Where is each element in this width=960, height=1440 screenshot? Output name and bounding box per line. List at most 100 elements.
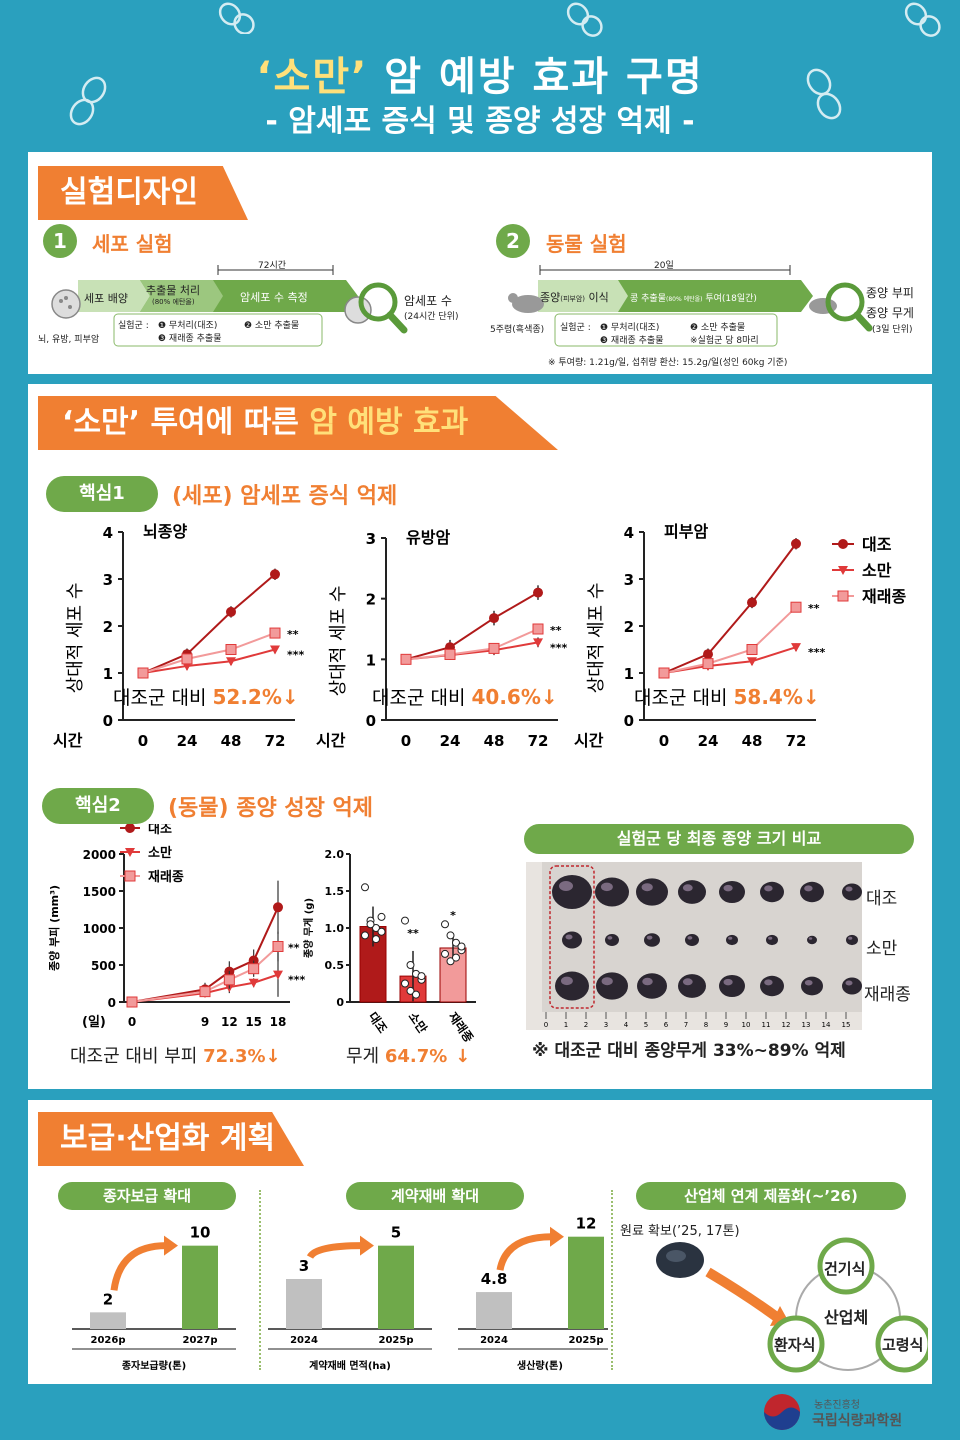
x-tick-label: 15 [245, 1015, 262, 1029]
x-tick-label: 2026p [91, 1335, 126, 1346]
ruler-label: 11 [762, 1021, 771, 1029]
reduction-label: 대조군 대비 52.2%↓ [113, 685, 299, 709]
bar-label: 5 [391, 1224, 401, 1242]
data-point [532, 623, 544, 635]
plan-panel: 보급·산업화 계획 종자보급 확대 계약재배 확대 산업체 연계 제품화(~’2… [28, 1100, 932, 1384]
legend-label: 재래종 [862, 587, 906, 606]
animal-duration: 20일 [654, 261, 674, 271]
tumor-highlight [764, 885, 773, 892]
animal-result-1: 종양 부피 [866, 286, 914, 300]
y-tick-label: 0 [108, 996, 116, 1010]
y-tick-label: 1 [103, 665, 113, 683]
data-point [747, 597, 757, 608]
data-dot [441, 949, 449, 958]
growth-arrow-head [360, 1235, 374, 1256]
data-point [273, 902, 283, 913]
animal-group-4: ※실험군 당 8마리 [690, 336, 759, 346]
y-axis-label: 종양 부피 (mm³) [47, 885, 61, 971]
tumor [636, 878, 668, 906]
photo-title: 실험군 당 최종 종양 크기 비교 [524, 824, 914, 854]
series-line-0 [405, 591, 539, 661]
tumor-highlight [728, 936, 733, 940]
ruler-label: 13 [802, 1021, 811, 1029]
series-line-2 [405, 628, 539, 661]
tumor-highlight [845, 886, 853, 892]
photo-row-label-0: 대조 [866, 889, 898, 909]
tumor-highlight [646, 935, 653, 940]
tumor-highlight [848, 936, 853, 940]
data-point [791, 538, 801, 549]
x-tick-label: 2024 [480, 1335, 508, 1346]
ruler-label: 9 [724, 1021, 728, 1029]
data-dot [401, 979, 409, 988]
tumor [555, 971, 589, 1001]
peanut-icon [806, 68, 842, 120]
x-axis-label: 시간 [316, 731, 346, 750]
x-tick-label: 2025p [379, 1335, 414, 1346]
tumor-highlight [764, 979, 773, 986]
industry-node-2: 고령식 [882, 1336, 924, 1354]
volume-reduction-note: 대조군 대비 부피 72.3%↓ [70, 1046, 281, 1067]
legend-marker [837, 590, 849, 602]
bar [378, 1245, 414, 1329]
y-tick-label: 0.5 [325, 959, 345, 972]
x-tick-label: 0 [128, 1015, 136, 1029]
x-tick-label: 대조 [366, 1010, 390, 1036]
tumor [678, 974, 706, 998]
data-point [223, 974, 235, 986]
ruler-label: 12 [782, 1021, 791, 1029]
ruler-label: 3 [604, 1021, 608, 1029]
data-point [658, 667, 670, 679]
sig-label: * [450, 909, 456, 922]
cell-step3: 암세포 수 측정 [240, 291, 308, 304]
y-tick-label: 3 [366, 530, 376, 548]
data-point [702, 658, 714, 670]
y-axis-label: 상대적 세포 수 [65, 583, 86, 694]
animal-result-2: 종양 무게 [866, 306, 914, 320]
y-tick-label: 500 [91, 959, 116, 973]
sig-label: ** [550, 624, 562, 637]
sig-label: *** [287, 649, 305, 662]
data-dot [377, 927, 386, 936]
tumor [766, 934, 778, 946]
ruler-label: 15 [842, 1021, 851, 1029]
tumor-highlight [607, 936, 613, 940]
data-point [248, 978, 259, 988]
y-tick-label: 2 [624, 618, 634, 636]
core1-label: 핵심1 [46, 476, 158, 512]
x-tick-label: 2024 [290, 1335, 318, 1346]
y-tick-label: 3 [103, 571, 113, 589]
x-tick-label: 9 [201, 1015, 209, 1029]
animal-number: 2 [496, 224, 530, 258]
reduction-value: 52.2%↓ [212, 685, 298, 709]
series-line-1 [142, 648, 276, 674]
tumor-highlight [600, 882, 613, 892]
data-dot [406, 961, 415, 969]
tumor-highlight [682, 978, 693, 986]
plan-bar-charts: 2 2026p 10 2027p 종자보급량(톤) 3 2024 5 2025p 계약재배 면적… [72, 1215, 608, 1372]
ruler-vertical [526, 862, 542, 1030]
bar [286, 1279, 322, 1329]
dose-note: ※ 투여량: 1.21g/일, 섭취량 환산: 15.2g/일(성인 60kg … [548, 358, 788, 368]
data-point [488, 642, 500, 654]
tumor [800, 881, 824, 903]
tumor [846, 934, 858, 946]
org-small: 농촌진흥청 [814, 1400, 860, 1411]
bar [182, 1245, 218, 1329]
growth-arrow [306, 1242, 363, 1260]
y-tick-label: 3 [624, 571, 634, 589]
tumor [842, 883, 862, 901]
growth-arrow-head [550, 1226, 564, 1247]
industry-node-0: 건기식 [824, 1260, 866, 1278]
data-dot [417, 972, 426, 981]
data-point [248, 963, 260, 975]
x-tick-label: 48 [484, 732, 505, 750]
bar [90, 1312, 126, 1329]
animal-step2: 콩 추출물(80% 에탄올) 투여(18일간) [630, 294, 757, 304]
legend-marker [125, 848, 135, 857]
tumor-highlight [804, 885, 813, 892]
series-line-0 [142, 573, 276, 674]
photo-note: ※ 대조군 대비 종양무게 33%~89% 억제 [532, 1041, 846, 1061]
series-line-0 [663, 543, 797, 674]
